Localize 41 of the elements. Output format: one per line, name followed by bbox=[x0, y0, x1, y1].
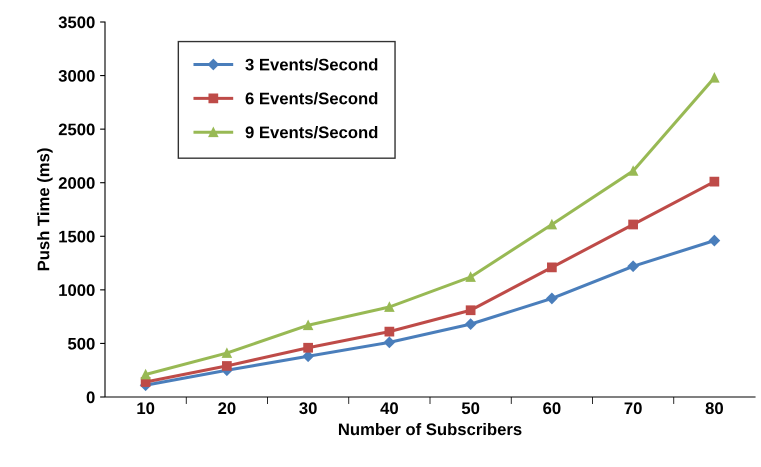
y-tick-label: 500 bbox=[68, 338, 95, 350]
y-tick-label: 3500 bbox=[58, 16, 95, 28]
point bbox=[710, 72, 720, 83]
legend-label: 9 Events/Second bbox=[246, 126, 378, 138]
y-tick-label: 3000 bbox=[58, 70, 95, 82]
x-axis-title: Number of Subscribers bbox=[338, 422, 522, 436]
x-tick-label: 40 bbox=[380, 402, 398, 414]
point bbox=[384, 302, 394, 312]
point bbox=[465, 318, 476, 330]
point bbox=[628, 220, 638, 230]
legend-label: 6 Events/Second bbox=[246, 92, 378, 105]
point bbox=[303, 342, 313, 353]
point bbox=[384, 336, 395, 348]
point bbox=[140, 370, 150, 380]
y-axis-title: Push Time (ms) bbox=[37, 148, 53, 270]
point bbox=[546, 292, 558, 304]
point bbox=[628, 260, 639, 272]
x-tick-label: 60 bbox=[543, 402, 560, 414]
y-tick-label: 0 bbox=[86, 391, 95, 404]
x-tick-label: 50 bbox=[462, 402, 480, 414]
x-tick-label: 80 bbox=[706, 402, 723, 414]
point bbox=[384, 326, 394, 337]
y-tick-label: 2000 bbox=[58, 177, 95, 189]
x-tick-label: 30 bbox=[299, 402, 317, 414]
point bbox=[466, 305, 476, 316]
y-tick-label: 1500 bbox=[59, 230, 95, 242]
point bbox=[466, 272, 476, 282]
x-tick-label: 70 bbox=[624, 402, 642, 414]
point bbox=[710, 176, 720, 187]
point bbox=[547, 220, 557, 230]
point bbox=[547, 262, 557, 272]
x-tick-label: 20 bbox=[218, 402, 236, 414]
point bbox=[303, 320, 313, 330]
y-tick-label: 1000 bbox=[59, 284, 95, 296]
y-tick-label: 2500 bbox=[58, 124, 95, 136]
x-tick-label: 10 bbox=[137, 402, 154, 414]
point bbox=[708, 234, 720, 246]
point bbox=[222, 361, 232, 371]
legend-label: 3 Events/Second bbox=[245, 58, 378, 71]
point bbox=[628, 166, 638, 176]
point bbox=[222, 348, 232, 358]
